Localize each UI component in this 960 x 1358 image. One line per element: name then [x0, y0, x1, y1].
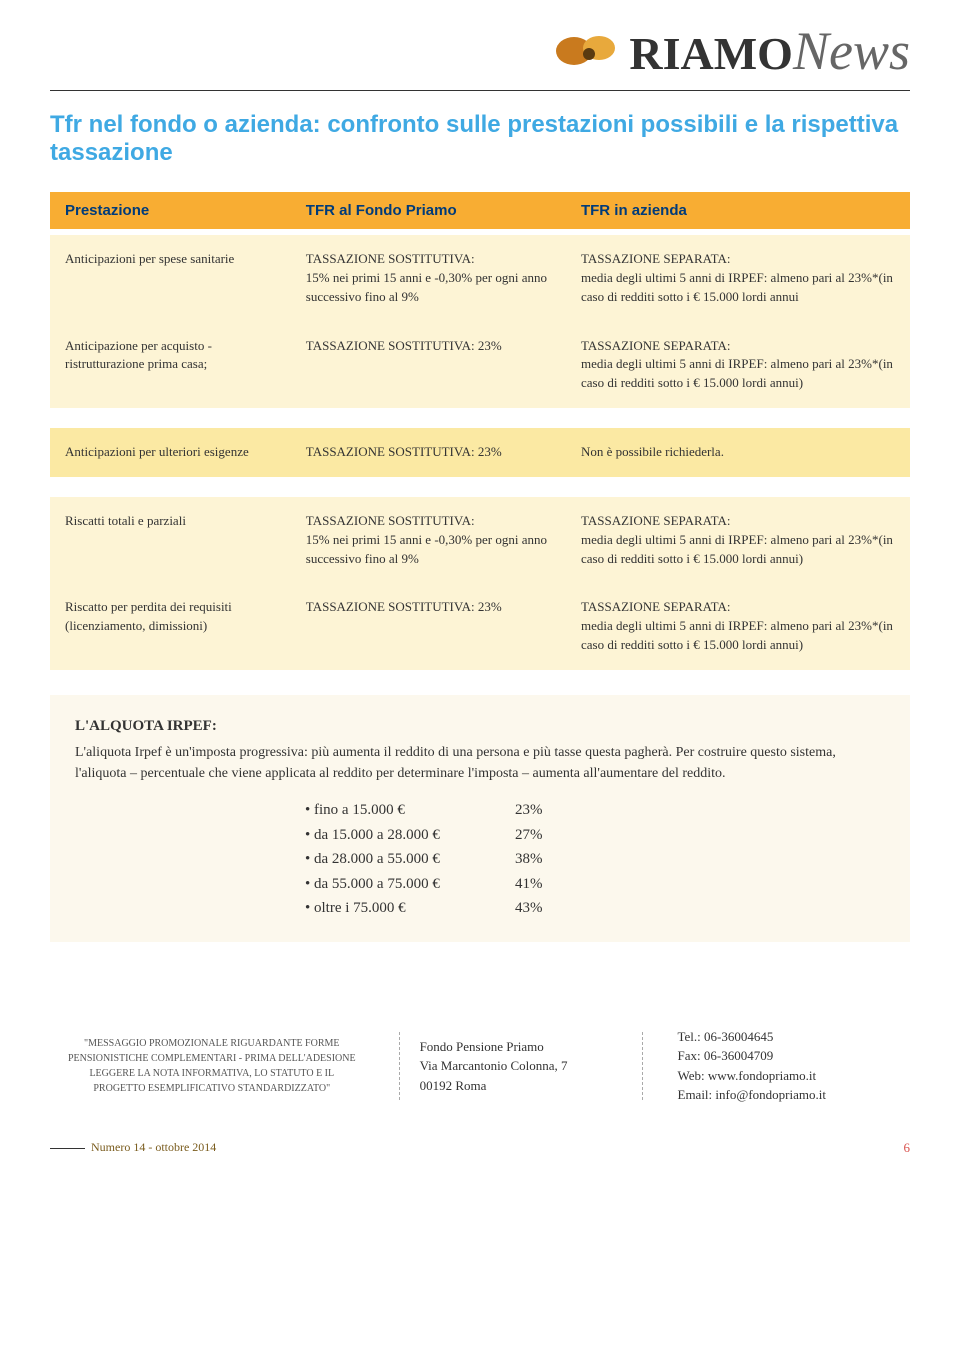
bracket-pct: 43%	[515, 897, 575, 920]
bracket-row: • da 15.000 a 28.000 €27%	[305, 824, 885, 847]
contact-email: Email: info@fondopriamo.it	[678, 1085, 901, 1105]
issue-text: Numero 14 - ottobre 2014	[91, 1140, 216, 1154]
page-title: Tfr nel fondo o azienda: confronto sulle…	[50, 111, 910, 167]
irpef-title: L'ALQUOTA IRPEF:	[75, 715, 885, 738]
irpef-body: L'aliquota Irpef è un'imposta progressiv…	[75, 742, 885, 784]
header-rule	[50, 90, 910, 91]
contact-fax: Fax: 06-36004709	[678, 1046, 901, 1066]
bracket-label: • da 15.000 a 28.000 €	[305, 824, 515, 847]
table-row: Anticipazioni per ulteriori esigenzeTASS…	[50, 428, 910, 477]
logo-header: RIAMONews	[50, 20, 910, 82]
logo-text: RIAMONews	[629, 20, 910, 82]
sections-container: Anticipazioni per spese sanitarieTASSAZI…	[50, 235, 910, 670]
cell: Riscatti totali e parziali	[50, 497, 291, 584]
bracket-pct: 27%	[515, 824, 575, 847]
addr-line3: 00192 Roma	[420, 1076, 622, 1096]
bracket-pct: 23%	[515, 799, 575, 822]
bracket-pct: 38%	[515, 848, 575, 871]
cell: TASSAZIONE SOSTITUTIVA: 15% nei primi 15…	[291, 235, 566, 322]
comparison-table: Prestazione TFR al Fondo Priamo TFR in a…	[50, 192, 910, 229]
table-row: Anticipazione per acquisto - ristruttura…	[50, 322, 910, 409]
header-col2: TFR al Fondo Priamo	[291, 192, 566, 229]
table-row: Anticipazioni per spese sanitarieTASSAZI…	[50, 235, 910, 322]
table-row: Riscatti totali e parzialiTASSAZIONE SOS…	[50, 497, 910, 584]
gap	[50, 477, 910, 497]
cell: Anticipazione per acquisto - ristruttura…	[50, 322, 291, 409]
logo-part2: News	[793, 21, 910, 81]
irpef-box: L'ALQUOTA IRPEF: L'aliquota Irpef è un'i…	[50, 695, 910, 942]
cell: TASSAZIONE SOSTITUTIVA: 23%	[291, 322, 566, 409]
cell: TASSAZIONE SEPARATA: media degli ultimi …	[566, 322, 910, 409]
bracket-label: • fino a 15.000 €	[305, 799, 515, 822]
footer-address: Fondo Pensione Priamo Via Marcantonio Co…	[399, 1032, 643, 1101]
cell: Anticipazioni per spese sanitarie	[50, 235, 291, 322]
addr-line2: Via Marcantonio Colonna, 7	[420, 1056, 622, 1076]
irpef-brackets: • fino a 15.000 €23%• da 15.000 a 28.000…	[305, 799, 885, 920]
bracket-row: • oltre i 75.000 €43%	[305, 897, 885, 920]
cell: Anticipazioni per ulteriori esigenze	[50, 428, 291, 477]
issue-number: Numero 14 - ottobre 2014	[50, 1140, 216, 1155]
table-row: Riscatto per perdita dei requisiti (lice…	[50, 583, 910, 670]
cell: TASSAZIONE SEPARATA: media degli ultimi …	[566, 497, 910, 584]
cell: TASSAZIONE SOSTITUTIVA: 23%	[291, 428, 566, 477]
cell: Riscatto per perdita dei requisiti (lice…	[50, 583, 291, 670]
footer: "MESSAGGIO PROMOZIONALE RIGUARDANTE FORM…	[50, 1022, 910, 1110]
bracket-label: • da 55.000 a 75.000 €	[305, 873, 515, 896]
footer-promo: "MESSAGGIO PROMOZIONALE RIGUARDANTE FORM…	[50, 1026, 374, 1106]
page-number: 6	[904, 1140, 911, 1156]
bracket-row: • da 28.000 a 55.000 €38%	[305, 848, 885, 871]
bracket-label: • oltre i 75.000 €	[305, 897, 515, 920]
cell: TASSAZIONE SEPARATA: media degli ultimi …	[566, 583, 910, 670]
gap	[50, 408, 910, 428]
bracket-row: • da 55.000 a 75.000 €41%	[305, 873, 885, 896]
cell: TASSAZIONE SOSTITUTIVA: 15% nei primi 15…	[291, 497, 566, 584]
table-header-row: Prestazione TFR al Fondo Priamo TFR in a…	[50, 192, 910, 229]
contact-web: Web: www.fondopriamo.it	[678, 1066, 901, 1086]
addr-line1: Fondo Pensione Priamo	[420, 1037, 622, 1057]
footer-contact: Tel.: 06-36004645 Fax: 06-36004709 Web: …	[668, 1022, 911, 1110]
bracket-label: • da 28.000 a 55.000 €	[305, 848, 515, 871]
contact-tel: Tel.: 06-36004645	[678, 1027, 901, 1047]
header-col1: Prestazione	[50, 192, 291, 229]
header-col3: TFR in azienda	[566, 192, 910, 229]
butterfly-icon	[554, 26, 624, 76]
cell: TASSAZIONE SOSTITUTIVA: 23%	[291, 583, 566, 670]
cell: Non è possibile richiederla.	[566, 428, 910, 477]
bracket-pct: 41%	[515, 873, 575, 896]
bottom-bar: Numero 14 - ottobre 2014 6	[50, 1140, 910, 1156]
bracket-row: • fino a 15.000 €23%	[305, 799, 885, 822]
logo-part1: RIAMO	[629, 28, 793, 79]
cell: TASSAZIONE SEPARATA: media degli ultimi …	[566, 235, 910, 322]
